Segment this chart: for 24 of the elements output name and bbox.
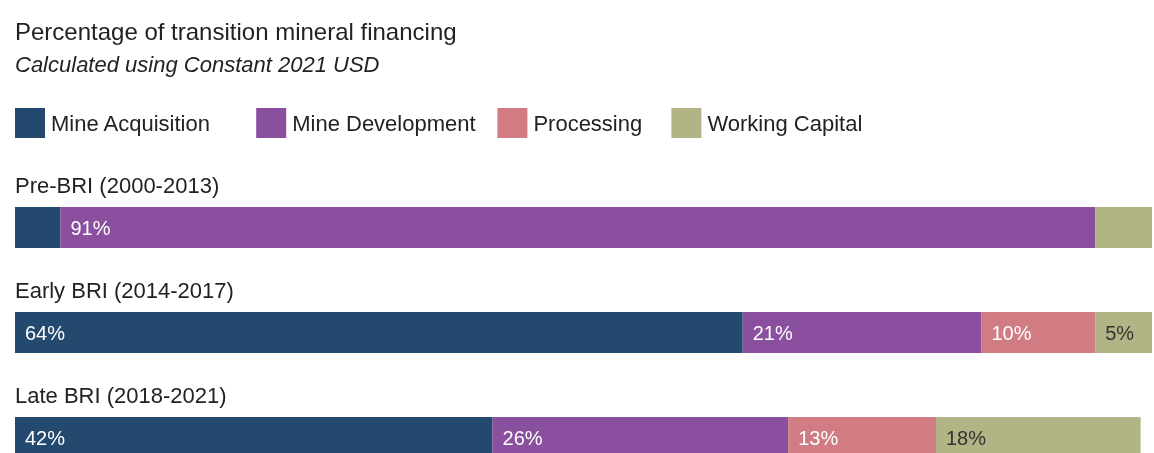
chart-subtitle: Calculated using Constant 2021 USD [15,52,380,77]
bar [15,207,61,248]
bar [742,312,982,353]
legend-label: Mine Development [292,111,476,136]
bar [1095,207,1152,248]
bar [60,207,1096,248]
legend-label: Working Capital [707,111,863,136]
y-tick-label: Pre-BRI (2000-2013) [15,173,220,198]
y-tick-label: Late BRI (2018-2021) [15,383,227,408]
legend-label: Mine Acquisition [51,111,210,136]
bar [15,312,743,353]
bar [1095,312,1152,353]
data-label: 64% [25,322,66,344]
legend-label: Processing [533,111,643,136]
data-label: 18% [945,427,987,449]
data-label: 13% [798,427,839,449]
y-tick-label: Early BRI (2014-2017) [15,278,234,303]
data-label: 21% [752,322,793,344]
data-label: 26% [502,427,543,449]
data-label: 42% [25,427,66,449]
chart-title: Percentage of transition mineral financing [15,18,457,45]
data-label: 10% [991,322,1032,344]
data-label: 91% [70,217,111,239]
data-label: 5% [1105,322,1135,344]
